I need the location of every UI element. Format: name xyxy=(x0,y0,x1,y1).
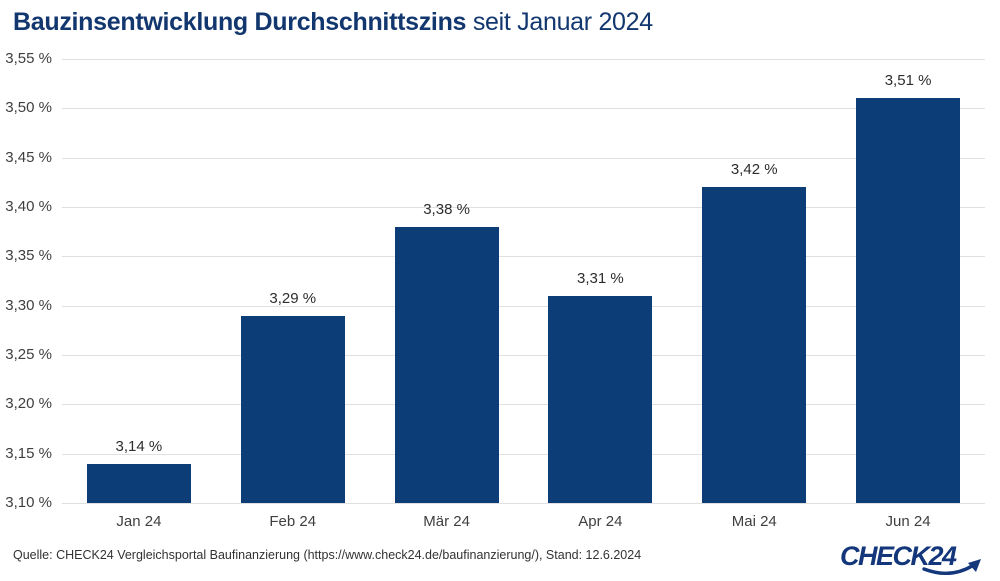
gridline xyxy=(62,453,985,455)
source-text: Quelle: CHECK24 Vergleichsportal Baufina… xyxy=(13,548,642,562)
y-tick-label: 3,55 % xyxy=(5,50,52,67)
y-tick-label: 3,25 % xyxy=(5,346,52,363)
bar-value-label: 3,42 % xyxy=(730,161,778,179)
bar-Mär 24 xyxy=(394,226,499,503)
bar-value-label: 3,29 % xyxy=(269,289,317,307)
gridline xyxy=(62,207,985,208)
y-tick-label: 3,10 % xyxy=(5,494,52,511)
logo-swoosh-icon xyxy=(922,564,974,575)
bar-Jan 24 xyxy=(86,463,191,503)
bar-Mai 24 xyxy=(702,187,807,503)
bar-value-label: 3,31 % xyxy=(577,269,624,287)
bar-value-label: 3,51 % xyxy=(884,72,932,90)
check24-logo-text: CHECK24 xyxy=(840,541,957,571)
x-axis-label: Jan 24 xyxy=(116,513,162,530)
gridline xyxy=(62,404,985,406)
gridline xyxy=(62,503,985,504)
page-title-regular: seit Januar 2024 xyxy=(472,8,653,36)
bar-Feb 24 xyxy=(240,315,345,503)
y-tick-label: 3,50 % xyxy=(5,99,52,117)
x-axis-label: Jun 24 xyxy=(885,513,931,530)
x-axis-label: Mär 24 xyxy=(423,513,470,530)
x-axis-label: Mai 24 xyxy=(731,513,777,530)
gridline xyxy=(62,355,985,356)
bar-Jun 24 xyxy=(856,98,961,503)
gridline xyxy=(62,108,985,110)
x-axis-label: Feb 24 xyxy=(269,513,317,530)
page-title: Bauzinsentwicklung Durchschnittszins sei… xyxy=(13,8,653,37)
y-tick-label: 3,45 % xyxy=(5,148,52,166)
y-tick-label: 3,30 % xyxy=(5,296,52,314)
gridline xyxy=(62,157,985,159)
gridline xyxy=(62,256,985,258)
bar-value-label: 3,14 % xyxy=(115,437,163,455)
bar-value-label: 3,38 % xyxy=(423,200,470,218)
y-tick-label: 3,40 % xyxy=(5,198,52,215)
gridline xyxy=(62,305,985,307)
y-tick-label: 3,15 % xyxy=(5,444,52,462)
bar-Apr 24 xyxy=(548,295,653,503)
y-tick-label: 3,35 % xyxy=(5,247,52,265)
gridline xyxy=(62,59,985,60)
y-tick-label: 3,20 % xyxy=(5,395,52,413)
page-title-bold: Bauzinsentwicklung Durchschnittszins xyxy=(13,8,467,36)
x-axis-label: Apr 24 xyxy=(578,513,623,530)
check24-logo-svg: CHECK24 xyxy=(840,541,981,575)
check24-logo: CHECK24 xyxy=(840,538,990,581)
logo-arrowhead-icon xyxy=(968,559,981,572)
